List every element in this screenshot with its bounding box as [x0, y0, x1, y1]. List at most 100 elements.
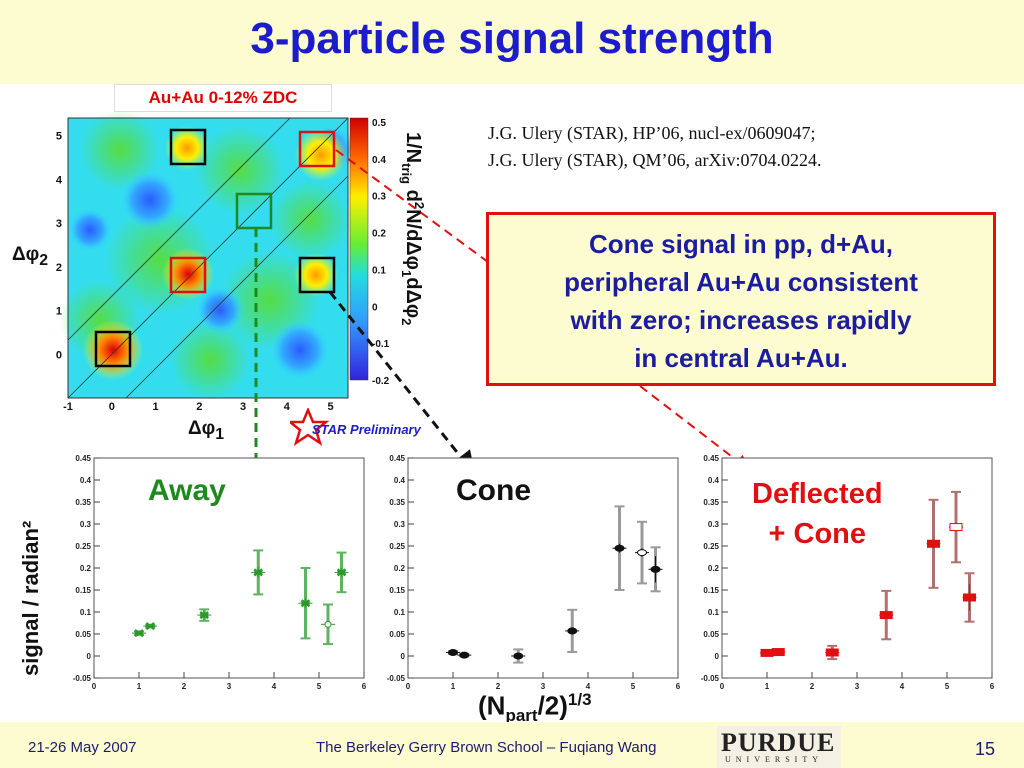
purdue-logo: PURDUE UNIVERSITY — [717, 726, 841, 768]
heatmap-x-label: Δφ1 — [188, 418, 225, 443]
color-scale-label: 1/Ntrig d2N/dΔφ1dΔφ2 — [399, 132, 427, 325]
y-tick-label: 0.35 — [75, 498, 91, 507]
heatmap-x-tick: 1 — [152, 401, 158, 413]
heatmap-x-tick: 5 — [327, 401, 333, 413]
color-scale-tick: -0.1 — [372, 339, 390, 350]
deflected-arrow-top — [335, 149, 489, 263]
x-tick-label: 0 — [92, 682, 97, 691]
y-tick-label: 0.35 — [389, 498, 405, 507]
heatmap-x-tick: -1 — [63, 401, 73, 413]
data-point — [963, 593, 976, 602]
away-box-2 — [298, 256, 336, 294]
title-bar — [0, 0, 1024, 84]
footer-bar — [0, 722, 1024, 768]
y-tick-label: 0.45 — [75, 454, 91, 463]
y-tick-label: -0.05 — [73, 674, 92, 683]
y-tick-label: 0 — [715, 652, 720, 661]
x-tick-label: 5 — [945, 682, 950, 691]
y-tick-label: 0.45 — [703, 454, 719, 463]
data-point — [253, 568, 263, 577]
data-point — [199, 611, 209, 620]
reference-text: J.G. Ulery (STAR), HP’06, nucl-ex/060904… — [488, 120, 822, 174]
cone-box-2 — [169, 256, 207, 294]
data-point — [771, 648, 785, 657]
y-tick-label: 0.2 — [394, 564, 406, 573]
data-point — [513, 652, 524, 660]
deflected-arrow-bottom — [639, 385, 751, 471]
cone-arrow — [328, 291, 476, 476]
heatmap-x-tick: 2 — [196, 401, 202, 413]
color-scale-tick: 0.1 — [372, 265, 386, 276]
heatmap-label: Au+Au 0-12% ZDC — [114, 84, 332, 112]
color-scale-ticks: 0.5 0.4 0.3 0.2 0.1 0 -0.1 -0.2 — [372, 118, 390, 387]
deflected-label-line-2: + Cone — [768, 518, 867, 550]
y-tick-label: 0.3 — [394, 520, 406, 529]
x-tick-label: 1 — [765, 682, 770, 691]
data-point — [825, 648, 839, 657]
y-tick-label: 0.1 — [80, 608, 92, 617]
x-tick-label: 2 — [182, 682, 187, 691]
color-scale-tick: 0.4 — [372, 155, 386, 166]
heatmap-y-tick: 1 — [56, 306, 62, 318]
data-point — [324, 620, 332, 628]
color-scale-tick: 0 — [372, 302, 378, 313]
cone-box-1 — [298, 130, 336, 168]
x-tick-label: 5 — [317, 682, 322, 691]
heatmap-y-label: Δφ2 — [12, 244, 49, 269]
x-tick-label: 4 — [586, 682, 591, 691]
data-point — [879, 611, 893, 620]
heatmap-x-tick: 4 — [284, 401, 291, 413]
page-title: 3-particle signal strength — [250, 14, 774, 63]
x-tick-label: 1 — [451, 682, 456, 691]
data-point — [949, 523, 963, 532]
y-tick-label: 0.05 — [389, 630, 405, 639]
y-tick-label: 0.2 — [80, 564, 92, 573]
x-tick-label: 2 — [810, 682, 815, 691]
y-tick-label: 0.25 — [75, 542, 91, 551]
footer-center-text: The Berkeley Gerry Brown School – Fuqian… — [316, 739, 657, 756]
y-tick-label: 0.4 — [80, 476, 92, 485]
reference-line-2: J.G. Ulery (STAR), QM’06, arXiv:0704.022… — [488, 150, 822, 170]
data-point — [336, 568, 347, 577]
star-preliminary-logo: STAR Preliminary — [290, 408, 422, 446]
y-tick-label: 0.1 — [394, 608, 406, 617]
x-tick-label: 3 — [541, 682, 546, 691]
color-scale-tick: 0.2 — [372, 229, 386, 240]
heatmap-y-tick: 5 — [56, 131, 62, 143]
callout-line-3: with zero; increases rapidly — [570, 305, 912, 335]
heatmap: -1 0 1 2 3 4 5 0 1 2 3 4 5 0.5 0.4 0.3 0.2 0.1 0 -0.1 -0.2 — [56, 110, 390, 413]
data-point — [760, 648, 774, 657]
callout-box: Cone signal in pp, d+Au, peripheral Au+A… — [486, 212, 996, 386]
y-tick-label: 0.35 — [703, 498, 719, 507]
y-tick-label: 0.15 — [75, 586, 91, 595]
svg-text:1/Ntrig d2N/dΔφ1dΔφ2: 1/Ntrig d2N/dΔφ1dΔφ2 — [399, 132, 427, 325]
y-axis-label-text: signal / radian² — [18, 521, 43, 676]
x-tick-label: 6 — [990, 682, 995, 691]
y-tick-label: 0.25 — [703, 542, 719, 551]
callout-line-1: Cone signal in pp, d+Au, — [588, 229, 894, 259]
heatmap-x-tick: 3 — [240, 401, 246, 413]
heatmap-y-tick: 3 — [56, 218, 62, 230]
x-tick-label: 6 — [362, 682, 367, 691]
y-axis-label: signal / radian² — [18, 521, 43, 676]
x-tick-label: 6 — [676, 682, 681, 691]
data-point — [459, 651, 470, 659]
x-tick-label: 0 — [406, 682, 411, 691]
x-tick-label: 3 — [855, 682, 860, 691]
y-tick-label: 0.05 — [75, 630, 91, 639]
x-tick-label: 3 — [227, 682, 232, 691]
data-point — [614, 544, 625, 552]
data-point — [300, 599, 311, 608]
cone-label: Cone — [456, 474, 531, 507]
callout-line-4: in central Au+Au. — [634, 343, 848, 373]
color-scale-tick: -0.2 — [372, 376, 390, 387]
y-tick-label: 0.45 — [389, 454, 405, 463]
y-tick-label: 0.4 — [708, 476, 720, 485]
heatmap-x-ticks: -1 0 1 2 3 4 5 — [63, 401, 333, 413]
away-box-3 — [94, 330, 132, 368]
data-point — [145, 622, 155, 631]
heatmap-y-ticks: 0 1 2 3 4 5 — [56, 131, 63, 362]
heatmap-y-tick: 4 — [56, 174, 63, 186]
